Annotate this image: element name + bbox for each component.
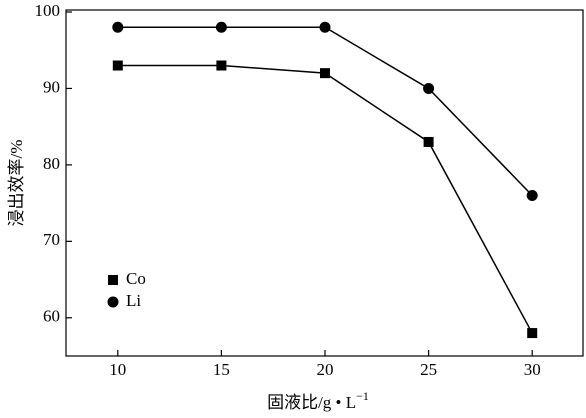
- legend-label: Li: [126, 291, 141, 310]
- data-point: [320, 68, 330, 79]
- x-axis-label-main: 固液比/g • L: [267, 393, 356, 412]
- legend-marker: [107, 296, 119, 308]
- data-point: [423, 82, 435, 94]
- data-point: [527, 328, 538, 339]
- data-point: [216, 60, 227, 71]
- data-point: [215, 21, 227, 33]
- y-tick-label: 60: [43, 307, 60, 326]
- series-line: [117, 64, 533, 334]
- y-tick-label: 80: [43, 154, 60, 173]
- data-point: [112, 21, 124, 33]
- x-tick-label: 10: [109, 360, 126, 379]
- data-point: [526, 189, 538, 201]
- legend-marker: [108, 275, 118, 285]
- data-point: [423, 136, 434, 147]
- data-point: [319, 21, 331, 33]
- x-axis-label: 固液比/g • L−1: [267, 389, 369, 412]
- x-axis-label-superscript: −1: [356, 389, 369, 403]
- x-tick-label: 30: [524, 360, 541, 379]
- series-line: [117, 26, 533, 196]
- y-tick-label: 90: [43, 77, 60, 96]
- data-point: [112, 60, 123, 71]
- legend-label: Co: [126, 269, 146, 288]
- x-tick-label: 25: [420, 360, 437, 379]
- y-tick-label: 100: [35, 1, 61, 20]
- x-tick-label: 15: [213, 360, 230, 379]
- plot-frame: [65, 9, 584, 357]
- y-axis-label: 浸出效率/%: [7, 140, 26, 227]
- y-tick-label: 70: [43, 230, 60, 249]
- x-tick-label: 20: [317, 360, 334, 379]
